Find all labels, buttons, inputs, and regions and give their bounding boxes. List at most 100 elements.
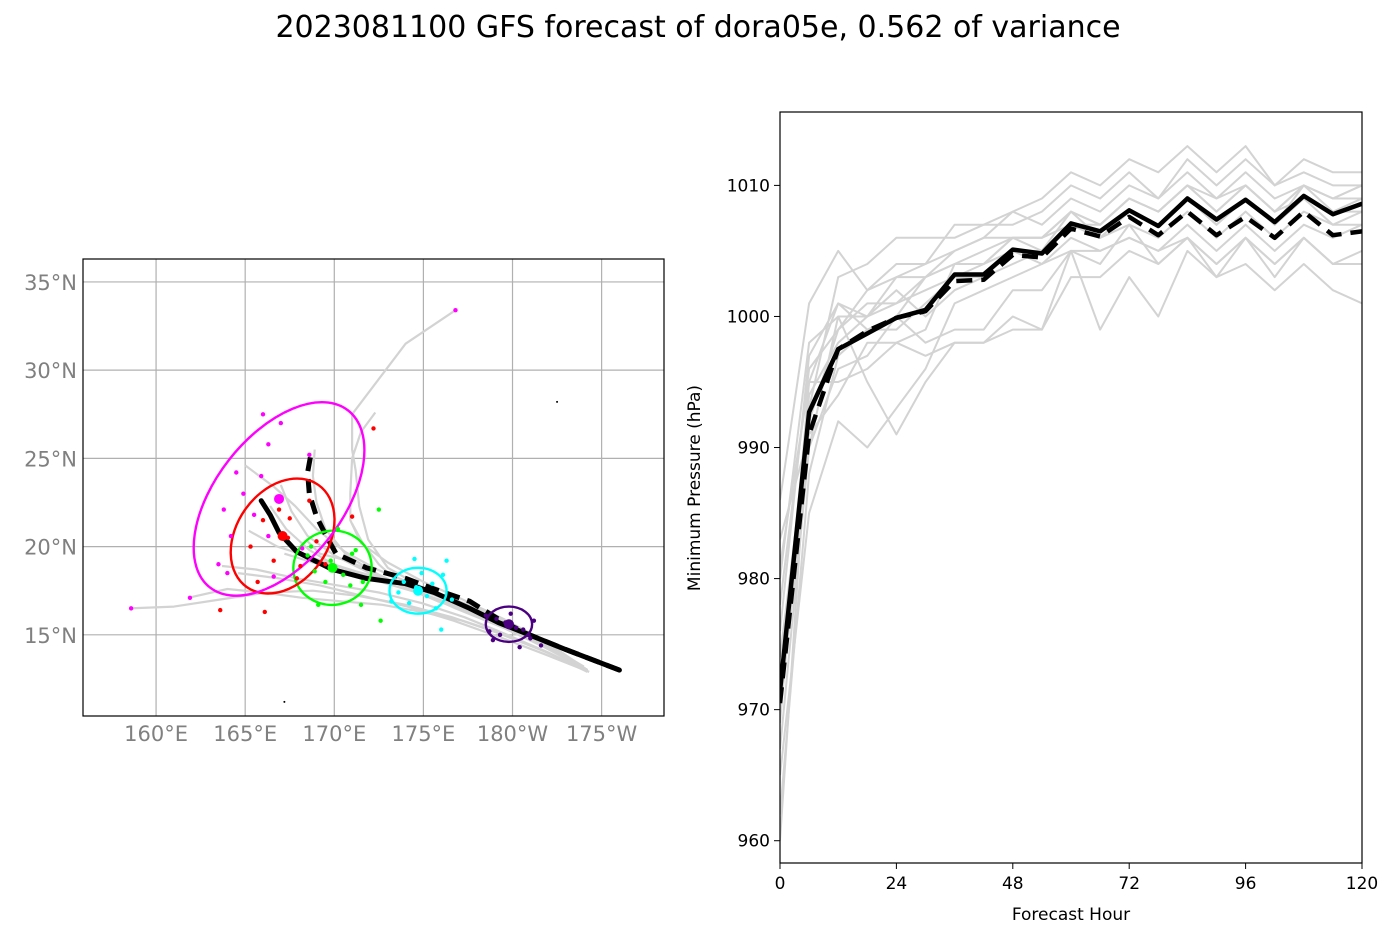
member-position-96h bbox=[260, 517, 266, 523]
x-tick-label: 96 bbox=[1235, 874, 1257, 894]
member-position-24h bbox=[528, 636, 533, 641]
ensemble-pressure-line bbox=[780, 236, 1362, 566]
track-map: 160°E 165°E 170°E 175°E 180°W 175°W 15°N 20°N 25… bbox=[24, 258, 665, 746]
map-y-tick-label: 15°N bbox=[24, 624, 77, 648]
x-tick-label: 0 bbox=[775, 874, 786, 894]
member-position-48h bbox=[401, 579, 406, 585]
deterministic-track bbox=[305, 452, 621, 673]
member-position-24h bbox=[490, 637, 496, 643]
member-position-24h bbox=[508, 611, 513, 616]
ensemble-pressure-line bbox=[780, 184, 1362, 815]
ensemble-track bbox=[237, 572, 590, 673]
member-position-72h bbox=[335, 526, 341, 532]
ensemble-track bbox=[349, 411, 587, 671]
x-axis-label: Forecast Hour bbox=[1012, 905, 1130, 925]
member-position-72h bbox=[358, 602, 364, 608]
map-plot-area bbox=[128, 307, 622, 703]
map-x-tick-label: 170°E bbox=[302, 722, 366, 746]
member-position-96h bbox=[285, 535, 291, 540]
member-position-72h bbox=[341, 572, 346, 578]
member-position-24h bbox=[538, 643, 544, 648]
member-position-96h bbox=[218, 607, 223, 613]
uncertainty-ellipse-72h bbox=[292, 529, 373, 607]
mean-pressure-line bbox=[780, 193, 1362, 692]
member-position-24h bbox=[513, 625, 519, 630]
x-tick-label: 72 bbox=[1118, 874, 1140, 894]
member-position-72h bbox=[316, 602, 321, 608]
map-x-tick-label: 180°W bbox=[477, 722, 549, 746]
member-position-120h bbox=[307, 452, 312, 458]
member-position-72h bbox=[348, 583, 353, 588]
ensemble-pressure-line bbox=[780, 236, 1362, 632]
member-position-24h bbox=[531, 618, 537, 623]
map-y-tick-label: 30°N bbox=[24, 359, 77, 383]
x-tick-label: 24 bbox=[886, 874, 908, 894]
map-frame bbox=[82, 258, 665, 717]
x-tick-label: 48 bbox=[1002, 874, 1024, 894]
ensemble-pressure-line bbox=[780, 197, 1362, 579]
member-position-120h bbox=[187, 595, 193, 600]
member-position-96h bbox=[349, 514, 355, 519]
member-position-120h bbox=[271, 574, 276, 579]
map-stray-point bbox=[556, 400, 559, 403]
member-position-120h bbox=[221, 507, 226, 512]
member-position-48h bbox=[444, 558, 449, 563]
ensemble-track bbox=[351, 309, 589, 672]
member-position-96h bbox=[248, 544, 253, 549]
member-position-24h bbox=[503, 620, 508, 625]
member-position-72h bbox=[308, 544, 314, 549]
member-position-48h bbox=[440, 572, 446, 578]
member-position-96h bbox=[262, 609, 267, 615]
member-position-96h bbox=[323, 562, 328, 567]
member-position-96h bbox=[314, 539, 319, 544]
map-tick-labels: 160°E 165°E 170°E 175°E 180°W 175°W 15°N 20°N 25… bbox=[24, 271, 637, 746]
member-position-24h bbox=[497, 632, 503, 638]
member-position-120h bbox=[228, 533, 234, 539]
member-position-24h bbox=[517, 644, 522, 650]
member-position-48h bbox=[424, 593, 430, 599]
member-position-120h bbox=[259, 473, 264, 479]
member-position-120h bbox=[234, 470, 239, 475]
member-position-48h bbox=[430, 581, 435, 586]
member-position-96h bbox=[371, 426, 376, 431]
member-position-48h bbox=[419, 570, 424, 576]
pressure-ticks: 0 24 48 72 96 120 960 970 980 990 1000 1010 bbox=[727, 176, 1378, 894]
map-x-tick-label: 175°E bbox=[391, 722, 455, 746]
uncertainty-ellipse-24h bbox=[484, 605, 534, 644]
y-tick-label: 1010 bbox=[727, 176, 770, 196]
member-position-24h bbox=[494, 616, 499, 622]
ensemble-pressure-line bbox=[780, 171, 1362, 605]
y-tick-label: 970 bbox=[738, 701, 770, 721]
ensemble-pressure-line bbox=[780, 158, 1362, 841]
member-position-72h bbox=[353, 547, 358, 553]
map-y-tick-label: 20°N bbox=[24, 536, 77, 560]
member-position-120h bbox=[128, 606, 134, 611]
deterministic-pressure-line bbox=[780, 209, 1362, 704]
member-position-24h bbox=[521, 627, 526, 632]
member-position-72h bbox=[360, 579, 366, 585]
member-position-72h bbox=[349, 551, 355, 556]
member-position-120h bbox=[216, 562, 221, 567]
y-axis-label: Minimum Pressure (hPa) bbox=[685, 385, 705, 591]
member-position-48h bbox=[389, 599, 394, 604]
y-tick-label: 980 bbox=[738, 570, 770, 590]
member-position-48h bbox=[396, 590, 401, 595]
ellipse-center-120h bbox=[274, 493, 285, 504]
uncertainty-ellipse-120h bbox=[192, 401, 366, 597]
member-position-72h bbox=[323, 579, 328, 585]
member-position-96h bbox=[271, 558, 276, 563]
member-position-72h bbox=[312, 569, 317, 574]
member-position-48h bbox=[412, 556, 417, 562]
member-position-72h bbox=[378, 618, 383, 623]
map-y-tick-label: 35°N bbox=[24, 271, 77, 295]
map-x-tick-label: 160°E bbox=[124, 722, 188, 746]
y-tick-label: 960 bbox=[738, 832, 770, 852]
member-position-120h bbox=[278, 420, 284, 426]
ellipse-center-96h bbox=[277, 531, 288, 542]
member-position-120h bbox=[260, 412, 266, 417]
ellipse-center-72h bbox=[327, 562, 338, 573]
member-position-72h bbox=[328, 558, 333, 563]
member-position-96h bbox=[287, 516, 292, 521]
member-position-120h bbox=[251, 512, 257, 518]
